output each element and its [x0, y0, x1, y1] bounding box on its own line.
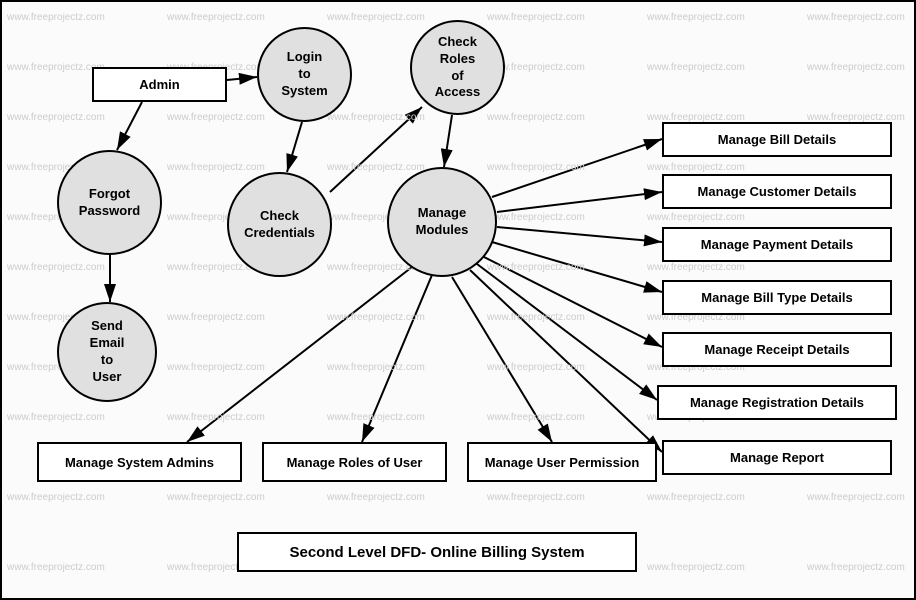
watermark: www.freeprojectz.com — [647, 162, 745, 173]
edge-manage_mod-manage_reg — [477, 264, 657, 400]
node-manage_roles_user: Manage Roles of User — [262, 442, 447, 482]
edge-check_roles-manage_mod — [444, 115, 452, 167]
watermark: www.freeprojectz.com — [167, 12, 265, 23]
watermark: www.freeprojectz.com — [487, 212, 585, 223]
watermark: www.freeprojectz.com — [647, 62, 745, 73]
watermark: www.freeprojectz.com — [167, 362, 265, 373]
watermark: www.freeprojectz.com — [327, 312, 425, 323]
watermark: www.freeprojectz.com — [167, 312, 265, 323]
edge-manage_mod-manage_user_perm — [452, 277, 552, 442]
node-manage_customer: Manage Customer Details — [662, 174, 892, 209]
watermark: www.freeprojectz.com — [807, 562, 905, 573]
edge-manage_mod-manage_report — [470, 270, 662, 452]
watermark: www.freeprojectz.com — [647, 212, 745, 223]
node-manage_sys_admin: Manage System Admins — [37, 442, 242, 482]
watermark: www.freeprojectz.com — [807, 492, 905, 503]
watermark: www.freeprojectz.com — [647, 492, 745, 503]
watermark: www.freeprojectz.com — [167, 162, 265, 173]
watermark: www.freeprojectz.com — [807, 12, 905, 23]
edge-manage_mod-manage_receipt — [484, 257, 662, 347]
watermark: www.freeprojectz.com — [487, 492, 585, 503]
watermark: www.freeprojectz.com — [167, 112, 265, 123]
watermark: www.freeprojectz.com — [327, 412, 425, 423]
watermark: www.freeprojectz.com — [327, 112, 425, 123]
watermark: www.freeprojectz.com — [647, 562, 745, 573]
watermark: www.freeprojectz.com — [327, 492, 425, 503]
watermark: www.freeprojectz.com — [7, 12, 105, 23]
edge-login-check_cred — [287, 122, 302, 172]
node-manage_report: Manage Report — [662, 440, 892, 475]
edge-manage_mod-manage_billtype — [492, 242, 662, 292]
watermark: www.freeprojectz.com — [7, 62, 105, 73]
node-send_email: Send Email to User — [57, 302, 157, 402]
node-manage_payment: Manage Payment Details — [662, 227, 892, 262]
watermark: www.freeprojectz.com — [487, 112, 585, 123]
watermark: www.freeprojectz.com — [167, 492, 265, 503]
edge-manage_mod-manage_bill — [492, 139, 662, 197]
node-manage_mod: Manage Modules — [387, 167, 497, 277]
watermark: www.freeprojectz.com — [7, 562, 105, 573]
edge-admin-login — [227, 77, 257, 80]
edge-manage_mod-manage_sys_admin — [187, 267, 412, 442]
watermark: www.freeprojectz.com — [327, 162, 425, 173]
watermark: www.freeprojectz.com — [647, 12, 745, 23]
watermark: www.freeprojectz.com — [487, 412, 585, 423]
watermark: www.freeprojectz.com — [167, 412, 265, 423]
watermark: www.freeprojectz.com — [807, 62, 905, 73]
edge-manage_mod-manage_payment — [497, 227, 662, 242]
watermark: www.freeprojectz.com — [487, 312, 585, 323]
edge-manage_mod-manage_customer — [497, 192, 662, 212]
node-login: Login to System — [257, 27, 352, 122]
watermark: www.freeprojectz.com — [7, 492, 105, 503]
watermark: www.freeprojectz.com — [327, 12, 425, 23]
watermark: www.freeprojectz.com — [487, 162, 585, 173]
node-check_roles: Check Roles of Access — [410, 20, 505, 115]
watermark: www.freeprojectz.com — [327, 362, 425, 373]
edge-manage_mod-manage_roles_user — [362, 275, 432, 442]
node-manage_billtype: Manage Bill Type Details — [662, 280, 892, 315]
watermark: www.freeprojectz.com — [7, 412, 105, 423]
edge-admin-forgot — [117, 102, 142, 150]
node-manage_receipt: Manage Receipt Details — [662, 332, 892, 367]
watermark: www.freeprojectz.com — [487, 12, 585, 23]
node-manage_user_perm: Manage User Permission — [467, 442, 657, 482]
node-forgot: Forgot Password — [57, 150, 162, 255]
watermark: www.freeprojectz.com — [647, 262, 745, 273]
node-manage_reg: Manage Registration Details — [657, 385, 897, 420]
watermark: www.freeprojectz.com — [7, 112, 105, 123]
node-admin: Admin — [92, 67, 227, 102]
node-check_cred: Check Credentials — [227, 172, 332, 277]
watermark: www.freeprojectz.com — [487, 262, 585, 273]
node-title_box: Second Level DFD- Online Billing System — [237, 532, 637, 572]
watermark: www.freeprojectz.com — [7, 262, 105, 273]
watermark: www.freeprojectz.com — [487, 362, 585, 373]
node-manage_bill: Manage Bill Details — [662, 122, 892, 157]
